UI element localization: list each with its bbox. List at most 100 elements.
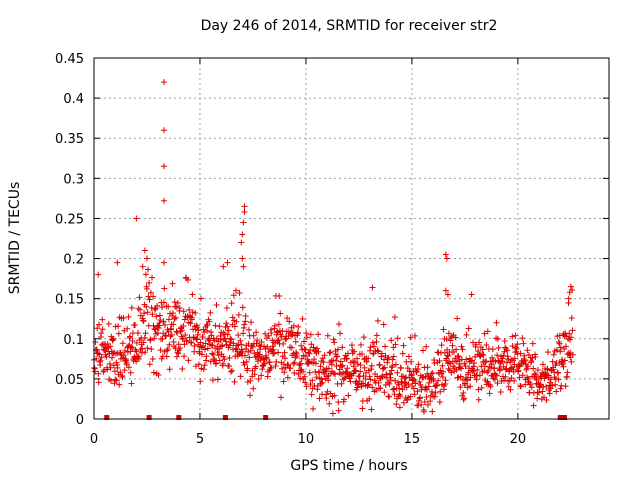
- data-point: [195, 361, 202, 368]
- data-point: [499, 355, 506, 362]
- data-point: [281, 355, 288, 362]
- data-point: [199, 351, 206, 358]
- y-tick-label: 0.15: [55, 293, 84, 308]
- data-point: [366, 395, 373, 402]
- data-point: [512, 332, 519, 339]
- data-point: [209, 377, 216, 384]
- data-point: [458, 365, 465, 372]
- data-point: [502, 344, 509, 351]
- data-point: [310, 405, 317, 412]
- data-point: [472, 341, 479, 348]
- data-point: [373, 338, 380, 345]
- data-point: [201, 346, 208, 353]
- data-point: [319, 355, 326, 362]
- y-tick-label: 0.4: [63, 92, 84, 107]
- data-point: [464, 377, 471, 384]
- data-point: [194, 324, 201, 331]
- data-point: [107, 343, 114, 350]
- data-point: [209, 350, 216, 357]
- data-point: [240, 219, 247, 226]
- data-point: [467, 358, 474, 364]
- data-point: [195, 327, 202, 334]
- data-point: [120, 315, 127, 322]
- data-point: [319, 379, 326, 386]
- data-point: [405, 353, 412, 360]
- data-point: [454, 315, 461, 322]
- data-point: [161, 321, 168, 328]
- data-point: [397, 393, 404, 400]
- data-point: [295, 323, 302, 330]
- data-point: [394, 369, 401, 376]
- data-point: [275, 349, 282, 356]
- data-point: [515, 367, 522, 374]
- data-point: [569, 327, 576, 334]
- data-point: [160, 127, 167, 134]
- data-point: [365, 381, 372, 388]
- data-point: [380, 365, 387, 372]
- data-point: [117, 369, 124, 376]
- data-point: [124, 325, 131, 332]
- data-point: [339, 370, 346, 377]
- data-point: [94, 325, 101, 332]
- data-point: [411, 391, 418, 398]
- data-point: [110, 335, 117, 342]
- data-point: [467, 383, 474, 390]
- data-point: [188, 316, 195, 323]
- data-point: [427, 398, 434, 405]
- data-point: [412, 380, 419, 387]
- data-point: [407, 393, 414, 400]
- data-point: [144, 309, 151, 316]
- gap-marker: [104, 415, 110, 420]
- data-point: [309, 377, 316, 384]
- data-point: [494, 352, 501, 359]
- data-point: [227, 368, 234, 375]
- data-point: [277, 310, 284, 317]
- data-point: [445, 330, 452, 337]
- data-point: [568, 358, 575, 365]
- y-tick-label: 0.1: [63, 333, 84, 348]
- data-point: [242, 313, 249, 320]
- data-point: [465, 325, 472, 332]
- data-point: [442, 287, 449, 294]
- data-point: [475, 386, 482, 393]
- data-point: [273, 358, 280, 365]
- data-point: [423, 394, 430, 401]
- data-point: [230, 292, 237, 299]
- data-point: [484, 378, 491, 385]
- data-point: [298, 342, 305, 349]
- data-point: [357, 341, 364, 348]
- data-point: [539, 388, 546, 395]
- data-point: [494, 380, 501, 387]
- data-point: [342, 374, 349, 381]
- data-point: [307, 331, 314, 338]
- data-point: [290, 360, 297, 367]
- data-point: [285, 361, 292, 368]
- data-point: [368, 366, 375, 373]
- data-point: [263, 355, 270, 362]
- data-point: [252, 363, 259, 370]
- data-point: [428, 388, 435, 395]
- data-point: [566, 330, 573, 337]
- data-point: [219, 360, 226, 367]
- data-point: [166, 366, 173, 373]
- data-point: [545, 372, 552, 379]
- data-point: [212, 322, 219, 329]
- data-point: [495, 344, 502, 351]
- data-point: [227, 339, 234, 346]
- data-point: [239, 231, 246, 238]
- data-point: [119, 340, 126, 347]
- data-point: [104, 366, 111, 373]
- data-point: [253, 329, 260, 336]
- data-point: [202, 340, 209, 347]
- data-point: [435, 377, 442, 384]
- data-point: [376, 361, 383, 368]
- data-point: [209, 342, 216, 349]
- data-point: [248, 319, 255, 326]
- data-point: [364, 382, 371, 389]
- data-point: [533, 376, 540, 383]
- data-point: [141, 334, 148, 341]
- data-point: [183, 337, 190, 344]
- data-point: [306, 369, 313, 376]
- data-point: [143, 303, 150, 310]
- data-point: [107, 377, 114, 384]
